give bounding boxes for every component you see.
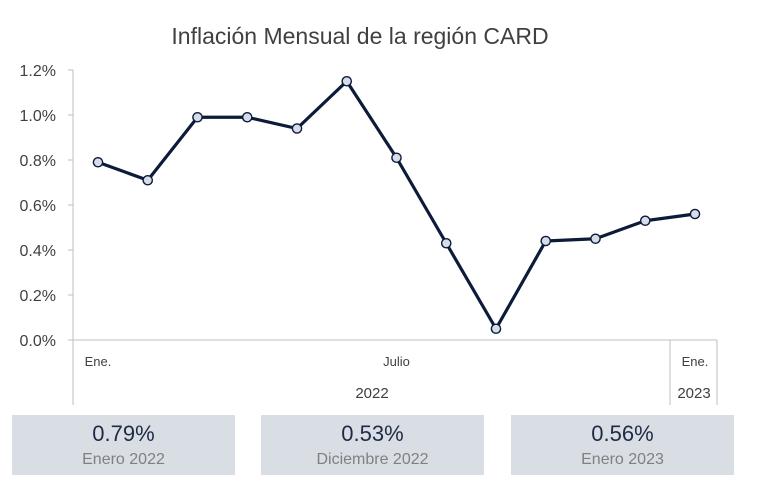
data-point: [689, 208, 701, 220]
x-tick-label: Ene.: [85, 354, 112, 369]
card-label: Enero 2022: [82, 451, 165, 468]
y-tick-label: 1.2%: [20, 63, 56, 80]
y-tick-label: 0.4%: [20, 243, 56, 260]
y-tick-label: 0.0%: [20, 333, 56, 350]
y-tick-label: 0.2%: [20, 288, 56, 305]
summary-card-jan-2022: 0.79% Enero 2022: [12, 415, 235, 475]
inflation-chart: Inflación Mensual de la región CARD 0.0%…: [20, 23, 718, 405]
series-line: [97, 79, 696, 331]
data-point: [192, 111, 203, 123]
x-year-label: 2023: [677, 385, 710, 402]
y-axis: 0.0% 0.2% 0.4% 0.6% 0.8% 1.0% 1.2%: [20, 63, 74, 350]
data-point: [142, 174, 154, 186]
card-value: 0.79%: [92, 421, 155, 446]
data-point: [391, 152, 402, 164]
series-inflation: [92, 75, 701, 335]
data-point: [291, 123, 303, 134]
x-tick-label: Ene.: [682, 354, 709, 369]
card-value: 0.56%: [591, 421, 654, 446]
data-point: [590, 233, 601, 245]
summary-card-jan-2023: 0.56% Enero 2023: [511, 415, 734, 475]
y-tick-label: 0.8%: [20, 153, 56, 170]
y-tick-label: 1.0%: [20, 108, 56, 125]
x-tick-label: Julio: [383, 354, 410, 369]
data-point: [639, 215, 651, 227]
card-value: 0.53%: [341, 421, 404, 446]
data-point: [341, 75, 353, 87]
card-label: Enero 2023: [581, 451, 664, 468]
x-axis: Ene. Julio Ene. 2022 2023: [72, 339, 718, 405]
data-point: [490, 323, 502, 335]
data-point: [540, 235, 552, 247]
x-year-label: 2022: [355, 385, 388, 402]
chart-title: Inflación Mensual de la región CARD: [171, 23, 548, 49]
card-label: Diciembre 2022: [316, 451, 429, 468]
summary-card-dec-2022: 0.53% Diciembre 2022: [261, 415, 484, 475]
data-point: [440, 237, 452, 249]
data-point: [241, 111, 253, 123]
y-tick-label: 0.6%: [20, 198, 56, 215]
data-point: [92, 156, 104, 168]
